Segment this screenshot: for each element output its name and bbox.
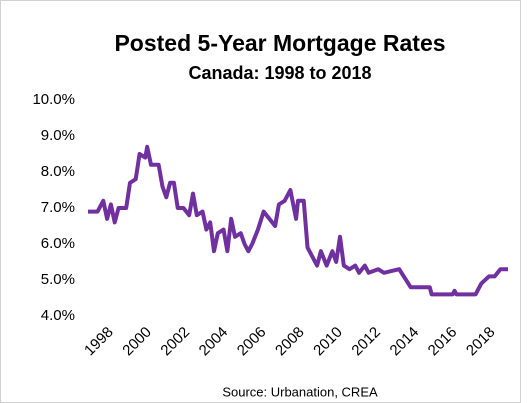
y-tick-label: 10.0%: [32, 91, 75, 108]
y-tick-label: 8.0%: [41, 163, 75, 180]
y-tick-label: 9.0%: [41, 127, 75, 144]
y-tick-label: 6.0%: [41, 235, 75, 252]
data-line: [88, 144, 508, 297]
y-tick-label: 7.0%: [41, 199, 75, 216]
chart-title: Posted 5-Year Mortgage Rates: [114, 30, 445, 56]
chart-subtitle: Canada: 1998 to 2018: [188, 63, 371, 83]
source-note: Source: Urbanation, CREA: [222, 384, 378, 399]
y-tick-label: 5.0%: [41, 271, 75, 288]
y-tick-label: 4.0%: [41, 307, 75, 324]
